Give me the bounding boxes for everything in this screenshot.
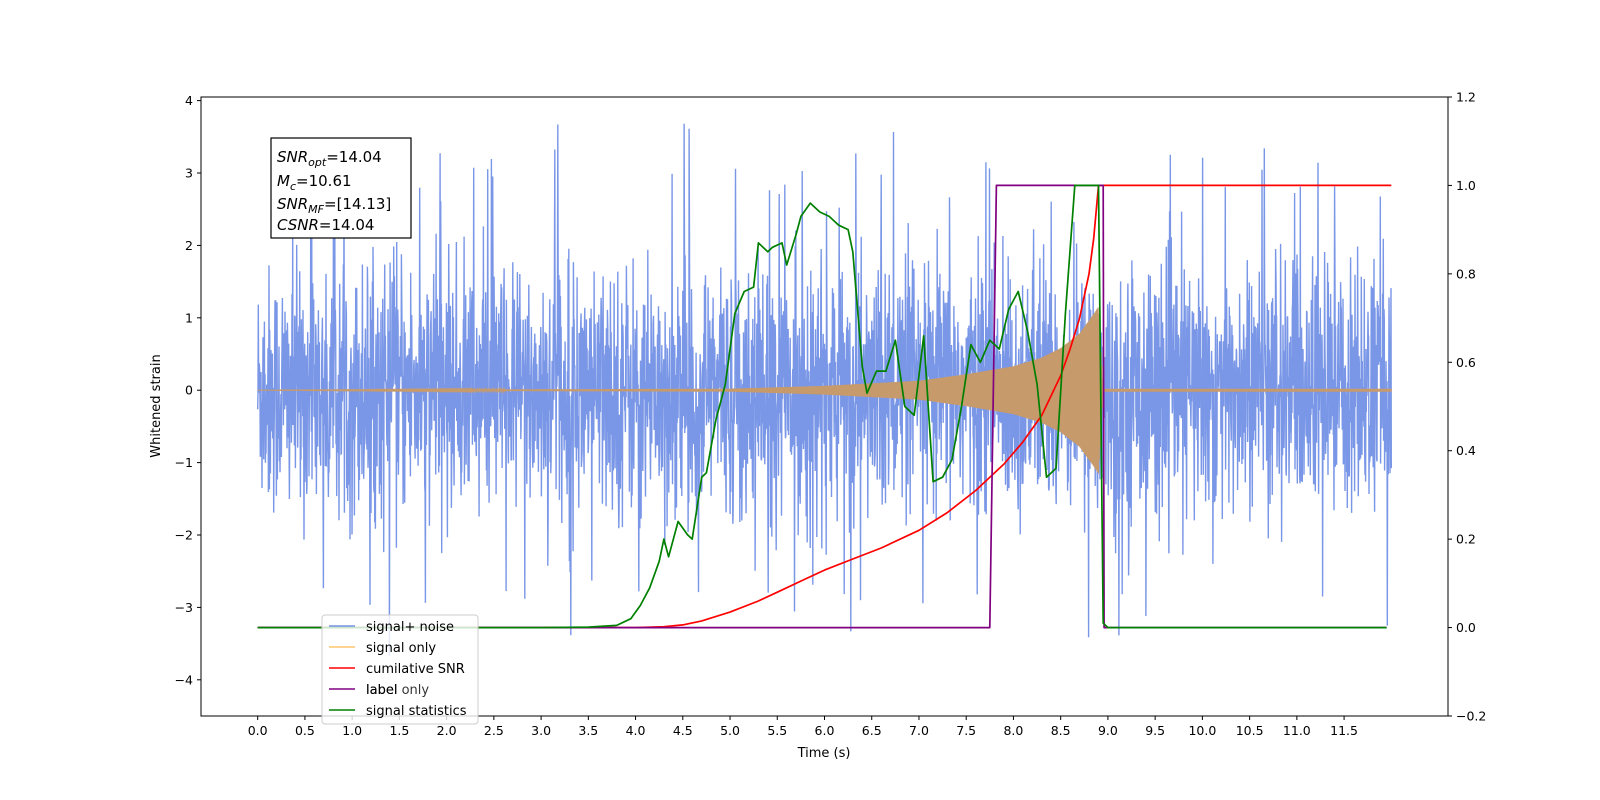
series-layer — [257, 123, 1392, 656]
legend-label-signal-noise: signal+ noise — [366, 620, 454, 635]
x-tick-label: 10.0 — [1188, 723, 1216, 738]
y-axis-label: Whitened strain — [149, 354, 164, 457]
y2-tick-label: 1.2 — [1456, 90, 1476, 105]
y-tick-label: −4 — [175, 672, 193, 687]
x-tick-label: 11.0 — [1283, 723, 1311, 738]
x-tick-label: 1.5 — [389, 723, 409, 738]
legend-frame — [321, 614, 479, 725]
x-tick-label: 0.0 — [248, 723, 268, 738]
annotation-box-frame — [270, 137, 412, 239]
legend: label only signal+ noise signal only cum… — [321, 614, 479, 725]
y-tick-label: 1 — [185, 310, 193, 325]
y-tick-label: −2 — [175, 528, 193, 543]
y2-tick-label: 1.0 — [1456, 178, 1476, 193]
axes-layer: 0.0 0.5 1.0 1.5 2.0 2.5 3.0 3.5 4.0 4.5 5.0 5.5 6.0 6… — [175, 90, 1487, 739]
annotation-mc: Mc=10.61 — [277, 172, 352, 193]
x-tick-label: 8.0 — [1003, 723, 1023, 738]
y-tick-label: 4 — [185, 93, 193, 108]
annotation-snr-mf: SNRMF=[14.13] — [277, 195, 391, 216]
legend-label-label: label — [366, 683, 397, 698]
x-tick-label: 6.5 — [862, 723, 882, 738]
x-tick-label: 3.0 — [531, 723, 551, 738]
y2-tick-label: 0.4 — [1456, 443, 1476, 458]
y2-tick-label: −0.2 — [1456, 709, 1486, 724]
x-tick-label: 1.0 — [342, 723, 362, 738]
legend-label-signal-statistics: signal statistics — [366, 704, 467, 719]
y-tick-label: 3 — [185, 166, 193, 181]
x-tick-label: 9.5 — [1145, 723, 1165, 738]
x-tick-label: 6.0 — [815, 723, 835, 738]
x-tick-label: 2.5 — [484, 723, 504, 738]
y-tick-label: −1 — [175, 455, 193, 470]
x-tick-label: 5.0 — [720, 723, 740, 738]
series-signal-only — [257, 307, 1392, 474]
x-tick-label: 7.0 — [909, 723, 929, 738]
x-tick-label: 5.5 — [767, 723, 787, 738]
x-axis-label: Time (s) — [797, 746, 851, 761]
x-tick-label: 10.5 — [1236, 723, 1264, 738]
legend-label-cumulative-snr: cumilative SNR — [366, 662, 465, 677]
x-tick-label: 8.5 — [1051, 723, 1071, 738]
legend-label-signal-only: signal only — [366, 641, 436, 656]
x-tick-label: 9.0 — [1098, 723, 1118, 738]
series-signal-statistics — [257, 184, 1387, 629]
y2-tick-label: 0.2 — [1456, 532, 1476, 547]
annotation-csnr: CSNR=14.04 — [277, 216, 374, 234]
annotation-snr-opt: SNRopt=14.04 — [277, 148, 382, 169]
legend-hidden-text: label only — [366, 683, 429, 698]
y-tick-label: 2 — [185, 238, 193, 253]
x-tick-label: 11.5 — [1330, 723, 1358, 738]
x-tick-label: 7.5 — [956, 723, 976, 738]
x-tick-label: 3.5 — [578, 723, 598, 738]
y2-tick-label: 0.6 — [1456, 355, 1476, 370]
x-tick-label: 4.5 — [673, 723, 693, 738]
annotation-box: SNRopt=14.04 Mc=10.61 SNRMF=[14.13] CSNR… — [270, 137, 412, 239]
x-tick-label: 2.0 — [437, 723, 457, 738]
y-tick-label: −3 — [175, 600, 193, 615]
series-signal-noise — [257, 123, 1392, 656]
y-tick-label: 0 — [185, 383, 193, 398]
x-tick-label: 4.0 — [626, 723, 646, 738]
x-tick-label: 0.5 — [295, 723, 315, 738]
y2-tick-label: 0.8 — [1456, 266, 1476, 281]
y2-tick-label: 0.0 — [1456, 620, 1476, 635]
